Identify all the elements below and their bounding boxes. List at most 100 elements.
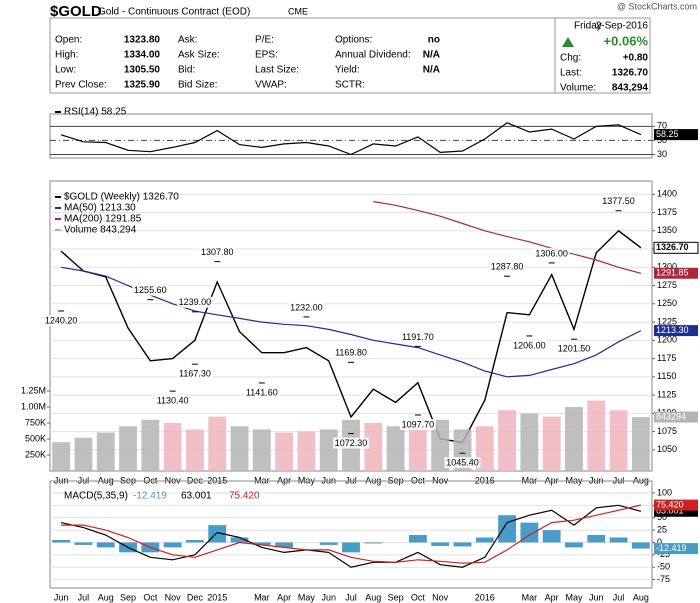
summary-label: Chg: (560, 53, 581, 64)
x-tick-label: Mar (522, 475, 538, 485)
x-tick-label: Mar (254, 592, 270, 602)
x-tick-label: Aug (633, 475, 649, 485)
bar (208, 416, 227, 471)
quote-label: High: (55, 50, 78, 61)
x-tick-label: Apr (545, 475, 559, 485)
quote-label: Last Size: (255, 65, 299, 76)
bar (631, 417, 650, 471)
x-tick-label: Apr (545, 592, 559, 602)
value-tag (654, 543, 698, 555)
annotation: 1377.50 (602, 196, 635, 206)
series-line (61, 266, 642, 378)
bar (74, 437, 93, 471)
x-tick-label: Jun (589, 475, 604, 485)
y-tick-label: 1075 (657, 426, 677, 436)
x-tick-label: Jul (78, 592, 90, 602)
y-tick-label: 1150 (657, 371, 676, 381)
annotation: 1072.30 (335, 438, 368, 448)
value-tag-label: 63.001 (656, 506, 684, 516)
x-tick-label: Sep (120, 592, 136, 602)
bar (275, 432, 294, 471)
annotation: 1206.00 (513, 340, 546, 350)
annotation: 1232.00 (290, 302, 323, 312)
quote-label: VWAP: (255, 80, 287, 91)
annotation-bg (444, 457, 481, 469)
value-tag-label: 1291.85 (656, 268, 689, 278)
annotation-bg (533, 247, 570, 259)
x-tick-label: 2015 (207, 475, 227, 485)
quote-label: Yield: (335, 65, 360, 76)
y2-tick-label: 500K (25, 433, 46, 443)
x-tick-label: Sep (120, 475, 136, 485)
y-tick-label: 1275 (657, 280, 677, 290)
quote-label: SCTR: (335, 80, 365, 91)
value-tag (654, 129, 698, 141)
y-tick-label: 1225 (657, 316, 677, 326)
series-line (60, 122, 642, 156)
y-tick-label: 1250 (657, 298, 677, 308)
legend-value: 63.001 (181, 491, 212, 502)
y-tick-label: -75 (657, 574, 670, 584)
bar (431, 542, 450, 546)
x-tick-label: May (565, 475, 583, 485)
annotation: 1255.60 (134, 285, 167, 295)
bar (453, 542, 472, 547)
legend-entry: $GOLD (Weekly) 1326.70 (64, 192, 179, 203)
y-tick-label: 1375 (657, 207, 677, 217)
value-tag-label: 1326.70 (656, 242, 689, 252)
up-arrow (562, 37, 574, 47)
x-tick-label: Sep (388, 592, 404, 602)
y-tick-label: 1200 (657, 335, 677, 345)
y-tick-label: 1125 (657, 389, 676, 399)
summary-value: 1326.70 (612, 68, 649, 79)
exchange: CME (288, 6, 308, 16)
y-tick-label: 30 (657, 149, 667, 159)
x-tick-label: Aug (365, 592, 381, 602)
annotation-bg (333, 437, 369, 449)
quote-value: N/A (423, 65, 440, 76)
bar (208, 525, 227, 543)
y-tick-label: 70 (657, 121, 667, 131)
annotation-bg (333, 347, 369, 359)
x-tick-label: 2016 (475, 475, 495, 485)
quote-label: Open: (55, 35, 82, 46)
x-tick-label: Jun (54, 592, 69, 602)
bar (587, 535, 606, 543)
series-line (60, 504, 642, 568)
watermark: @ StockCharts.com (617, 1, 697, 11)
symbol: $GOLD (50, 3, 102, 20)
legend-title: MACD(5,35,9) (64, 491, 128, 502)
x-tick-label: Aug (98, 592, 114, 602)
annotation: 1240.20 (45, 315, 78, 325)
x-tick-label: Oct (411, 475, 426, 485)
annotation-bg (288, 301, 325, 313)
bar (609, 537, 628, 543)
value-tag (654, 267, 698, 279)
y2-tick-label: 750K (25, 417, 46, 427)
x-tick-label: Oct (411, 592, 426, 602)
bar (342, 542, 360, 553)
y-tick-label: 0 (657, 537, 662, 547)
annotation-bg (154, 395, 191, 407)
legend-swatch (55, 207, 61, 209)
bar (52, 539, 71, 543)
legend-swatch (55, 196, 61, 198)
annotation-bg (600, 195, 637, 207)
change-percent: +0.06% (604, 33, 649, 48)
annotation: 1191.70 (402, 332, 434, 342)
legend-swatch (55, 229, 61, 231)
x-tick-label: Jul (78, 475, 90, 485)
annotation-bg (399, 419, 436, 431)
annotation: 1287.80 (491, 262, 524, 272)
bar (186, 539, 204, 543)
annotation: 1130.40 (157, 396, 189, 406)
y-tick-label: 1400 (657, 189, 677, 199)
quote-label: Bid: (178, 65, 195, 76)
bar (364, 542, 383, 544)
y2-tick-label: 1.00M (21, 401, 46, 411)
x-tick-label: Nov (432, 475, 449, 485)
bar (408, 535, 427, 543)
y-tick-label: 25 (657, 524, 667, 534)
x-tick-label: Aug (365, 475, 381, 485)
